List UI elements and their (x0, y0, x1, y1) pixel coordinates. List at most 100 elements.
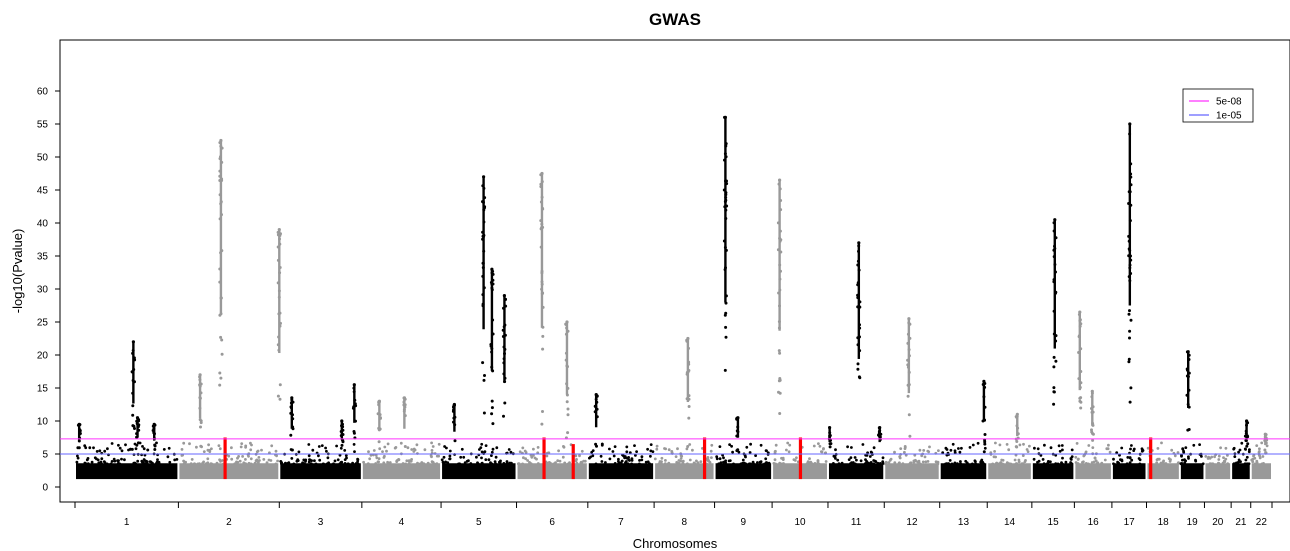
peak-point (856, 293, 860, 297)
snp-point (545, 461, 549, 465)
peak-point (1052, 280, 1056, 284)
chromosome-label: 9 (741, 517, 747, 528)
snp-point (696, 461, 700, 464)
peak-point (340, 424, 343, 428)
snp-point (1204, 455, 1208, 458)
snp-point (980, 458, 984, 462)
snp-point (378, 447, 382, 451)
snp-point (127, 448, 130, 452)
snp-point (926, 460, 930, 463)
peak-top-point (402, 396, 406, 400)
snp-point (317, 454, 320, 458)
snp-point (156, 458, 159, 462)
snp-point (368, 457, 372, 461)
peak-point (828, 442, 832, 446)
snp-point (1106, 447, 1110, 451)
snp-point (314, 462, 318, 466)
snp-point (663, 462, 667, 466)
snp-point (599, 454, 603, 458)
snp-point (617, 462, 620, 466)
snp-point (338, 462, 342, 466)
peak-point (1129, 386, 1133, 390)
peak-top-point (135, 416, 140, 420)
snp-point (469, 462, 473, 465)
snp-point (758, 460, 762, 464)
snp-point (1060, 462, 1064, 466)
peak-point (595, 400, 599, 404)
peak-point (858, 300, 862, 304)
snp-point (718, 462, 722, 466)
snp-point (732, 462, 735, 466)
snp-point (980, 462, 983, 466)
snp-point (166, 455, 170, 459)
snp-point (103, 461, 107, 464)
peak-point (503, 401, 507, 405)
background-snps (76, 463, 178, 480)
peak-point (219, 376, 223, 380)
peak-point (779, 269, 782, 273)
snp-point (649, 454, 652, 458)
snp-point (344, 454, 348, 457)
snp-point (626, 462, 630, 466)
snp-point (255, 450, 259, 454)
peak-point (1127, 360, 1131, 364)
snp-point (872, 462, 876, 466)
snp-point (562, 445, 565, 448)
peak-point (276, 258, 280, 262)
snp-point (1103, 458, 1107, 462)
snp-point (604, 461, 607, 464)
chromosome-label: 20 (1212, 517, 1224, 528)
snp-point (276, 459, 279, 463)
peak-point (198, 396, 202, 400)
snp-point (430, 441, 433, 445)
peak-point (1127, 357, 1131, 361)
snp-point (524, 451, 528, 454)
snp-point (625, 456, 629, 460)
snp-point (307, 460, 311, 464)
snp-point (898, 456, 902, 460)
chromosome-label: 16 (1088, 517, 1100, 528)
peak-point (856, 281, 860, 285)
peak-point (218, 383, 222, 387)
snp-point (763, 462, 766, 466)
snp-point (151, 461, 154, 465)
snp-point (574, 454, 578, 458)
snp-point (521, 462, 524, 466)
peak-point (736, 434, 740, 438)
snp-point (385, 449, 388, 453)
peak-point (1245, 423, 1248, 427)
chromosome-label: 7 (618, 517, 624, 528)
peak-point (908, 322, 912, 326)
peak-point (1052, 221, 1056, 225)
snp-point (284, 461, 287, 465)
highlighted-snps (702, 437, 707, 480)
snp-point (638, 462, 641, 466)
peak-column (1186, 351, 1190, 408)
snp-point (1061, 448, 1064, 452)
snp-point (1096, 461, 1100, 465)
snp-point (861, 443, 865, 446)
snp-point (754, 454, 757, 457)
peak-point (218, 193, 222, 197)
snp-point (1025, 448, 1029, 451)
peak-column (982, 381, 986, 422)
snp-point (688, 443, 692, 446)
snp-point (867, 462, 871, 466)
peak-point (1187, 371, 1191, 375)
peak-point (541, 305, 545, 309)
snp-point (1128, 456, 1132, 460)
peak-point (828, 445, 832, 449)
snp-point (855, 458, 858, 462)
data-points (75, 115, 1271, 480)
snp-point (765, 461, 769, 465)
peak-point (594, 405, 598, 409)
snp-point (817, 442, 820, 445)
snp-point (638, 459, 641, 462)
peak-point (777, 182, 781, 186)
legend-label: 1e-05 (1216, 111, 1242, 122)
snp-point (374, 462, 378, 465)
snp-point (997, 462, 1001, 466)
peak-point (199, 425, 202, 429)
peak-point (291, 417, 295, 421)
